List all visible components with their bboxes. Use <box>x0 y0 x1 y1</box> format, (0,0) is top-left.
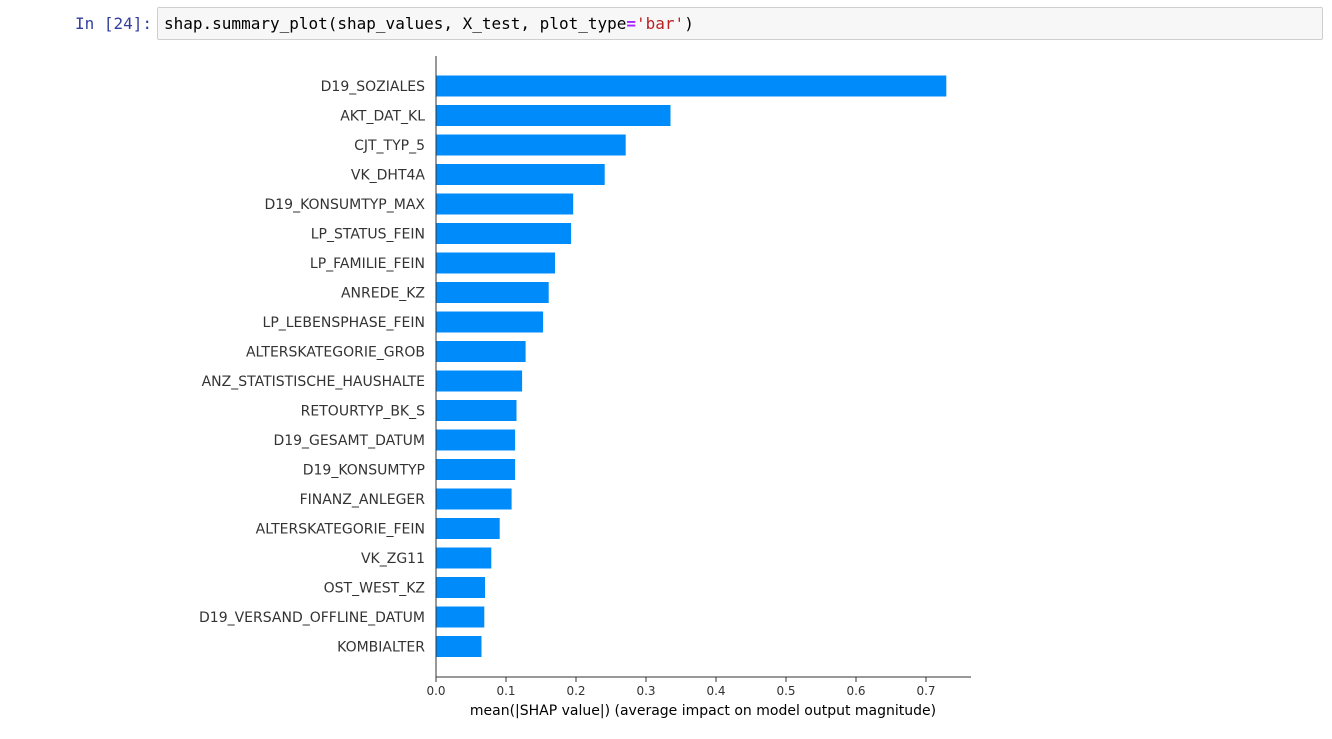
code-line: shap.summary_plot(shap_values, X_test, p… <box>164 13 694 35</box>
bar <box>436 577 485 598</box>
category-label: D19_KONSUMTYP <box>303 463 425 479</box>
bar <box>436 193 574 215</box>
category-label: VK_DHT4A <box>351 168 426 184</box>
x-axis-label: mean(|SHAP value|) (average impact on mo… <box>470 703 936 719</box>
category-label: LP_LEBENSPHASE_FEIN <box>263 315 425 331</box>
bar <box>436 488 512 510</box>
bar <box>436 518 500 539</box>
category-label: D19_KONSUMTYP_MAX <box>264 197 425 213</box>
category-label: ANREDE_KZ <box>341 286 425 302</box>
x-tick-label: 0.2 <box>566 684 585 698</box>
x-tick-label: 0.6 <box>846 684 865 698</box>
bar <box>436 547 492 569</box>
bar <box>436 459 516 480</box>
bar <box>436 105 671 126</box>
category-label: ALTERSKATEGORIE_GROB <box>246 345 425 361</box>
shap-bar-chart: D19_SOZIALES AKT_DAT_KL CJT_TYP_5 VK_DHT4A D… <box>199 56 971 719</box>
category-label: FINANZ_ANLEGER <box>300 492 426 508</box>
category-label: VK_ZG11 <box>361 551 425 567</box>
x-tick-label: 0.4 <box>706 684 725 698</box>
bar <box>436 311 544 333</box>
x-tick-label: 0.7 <box>916 684 935 698</box>
x-tick-label: 0.0 <box>426 684 445 698</box>
code-function-call: shap.summary_plot(shap_values, X_test, p… <box>164 14 627 33</box>
x-tick-label: 0.3 <box>636 684 655 698</box>
bar <box>436 75 947 97</box>
bar <box>436 400 517 421</box>
category-label: CJT_TYP_5 <box>354 138 425 154</box>
category-label: D19_SOZIALES <box>321 79 425 95</box>
x-tick-label: 0.5 <box>776 684 795 698</box>
category-label: AKT_DAT_KL <box>340 109 425 125</box>
bar <box>436 282 549 303</box>
x-tick-label: 0.1 <box>496 684 515 698</box>
bar <box>436 341 526 362</box>
bar <box>436 164 605 185</box>
bar <box>436 252 555 274</box>
category-label: LP_FAMILIE_FEIN <box>310 256 425 272</box>
bar <box>436 134 626 156</box>
cell-output: D19_SOZIALES AKT_DAT_KL CJT_TYP_5 VK_DHT4A D… <box>157 48 987 728</box>
category-label: KOMBIALTER <box>337 640 425 656</box>
bar <box>436 370 523 392</box>
bar <box>436 429 516 451</box>
code-input-area[interactable]: shap.summary_plot(shap_values, X_test, p… <box>157 7 1323 40</box>
code-operator: = <box>626 14 637 33</box>
category-label: RETOURTYP_BK_S <box>301 404 425 420</box>
bar <box>436 606 485 628</box>
category-label: ANZ_STATISTISCHE_HAUSHALTE <box>202 374 425 390</box>
bar <box>436 636 482 657</box>
bar <box>436 223 572 244</box>
category-label: ALTERSKATEGORIE_FEIN <box>256 522 425 538</box>
cell-prompt: In [24]: <box>74 14 152 33</box>
code-close-paren: ) <box>684 14 694 33</box>
category-label: D19_VERSAND_OFFLINE_DATUM <box>199 610 425 626</box>
category-label: OST_WEST_KZ <box>324 581 425 597</box>
category-label: LP_STATUS_FEIN <box>311 227 425 243</box>
category-label: D19_GESAMT_DATUM <box>273 433 425 449</box>
code-string-literal: 'bar' <box>636 14 685 33</box>
